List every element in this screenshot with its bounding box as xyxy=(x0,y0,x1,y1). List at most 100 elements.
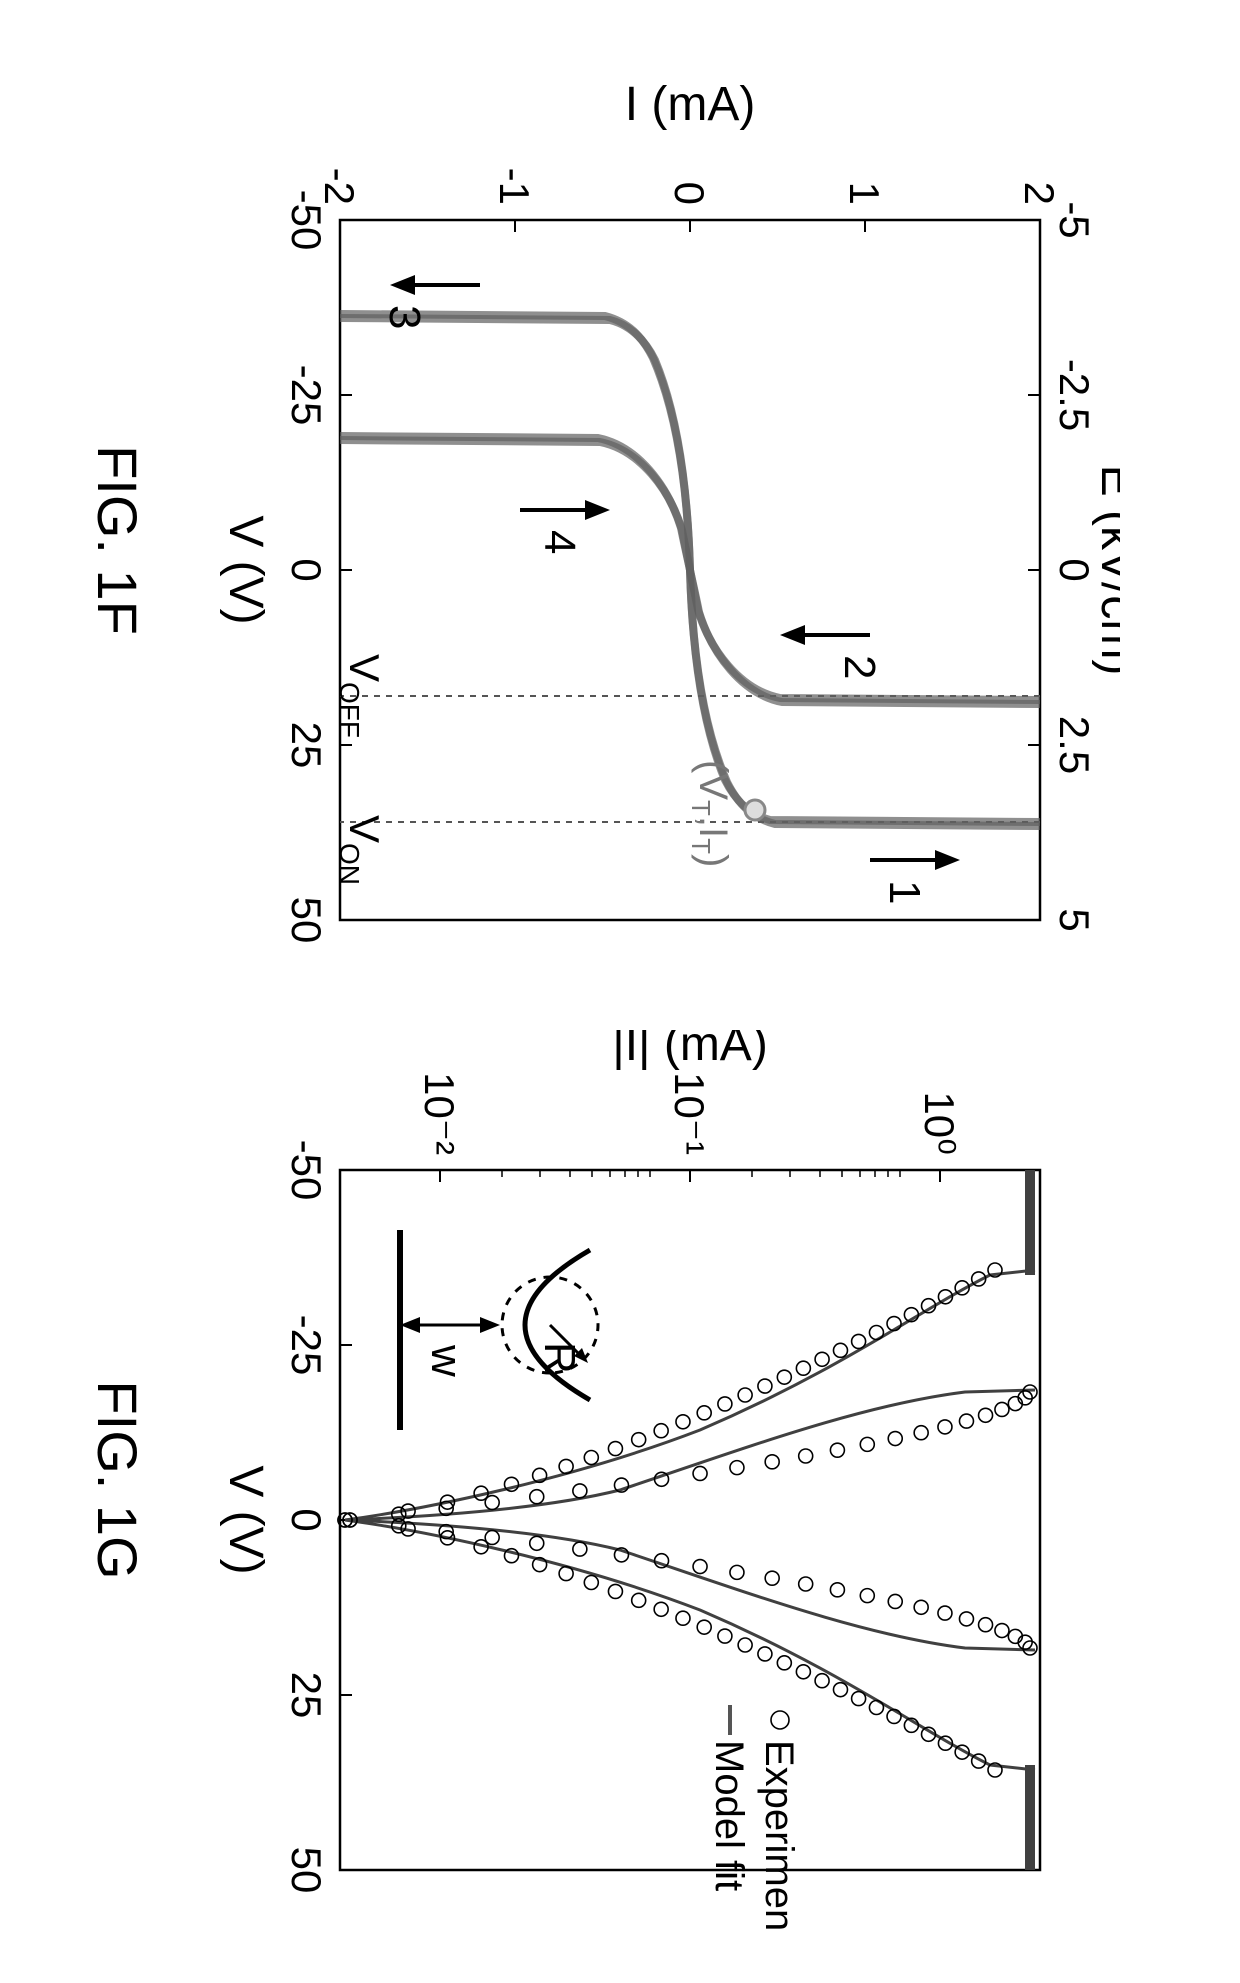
data-point xyxy=(693,1466,707,1480)
von-label: VON xyxy=(334,815,388,885)
panel-f-chart: -5 -2.5 0 2.5 5 E (kV/cm) -50 -25 0 25 5… xyxy=(160,80,1120,1000)
panel-g-caption: FIG. 1G xyxy=(85,1030,150,1930)
data-point xyxy=(738,1638,752,1652)
data-point xyxy=(559,1459,573,1473)
y-tick-2: 0 xyxy=(666,182,713,205)
threshold-label: (VT,IT) xyxy=(686,760,735,867)
data-point xyxy=(938,1606,952,1620)
gx-tick-4: 50 xyxy=(283,1847,330,1894)
data-point xyxy=(959,1414,973,1428)
arrow-4-label: 4 xyxy=(535,530,584,554)
data-point xyxy=(833,1343,847,1357)
g-left-label: |I| (mA) xyxy=(612,1030,768,1071)
arrow-3-label: 3 xyxy=(380,305,429,329)
data-point xyxy=(799,1449,813,1463)
gx-tick-0: -50 xyxy=(283,1140,330,1201)
model-fit-lines xyxy=(345,1170,1035,1870)
data-point xyxy=(530,1490,544,1504)
bot-tick-2: 0 xyxy=(283,558,330,581)
data-point xyxy=(995,1402,1009,1416)
top-tick-0: -5 xyxy=(1051,201,1098,238)
data-point xyxy=(765,1571,779,1585)
data-point xyxy=(869,1701,883,1715)
iv-curves xyxy=(340,314,1040,826)
gy-tick-1: 10⁻¹ xyxy=(666,1072,713,1155)
left-axis-label: I (mA) xyxy=(625,80,756,131)
bot-tick-3: 25 xyxy=(283,722,330,769)
direction-arrows: 1 2 3 4 xyxy=(380,275,960,904)
inset-schematic: R w xyxy=(400,1230,598,1430)
legend: Experiment Model fit xyxy=(707,1705,801,1930)
data-point xyxy=(796,1361,810,1375)
gx-tick-3: 25 xyxy=(283,1672,330,1719)
gy-tick-0: 10⁻² xyxy=(416,1072,463,1155)
data-point xyxy=(654,1424,668,1438)
data-point xyxy=(573,1542,587,1556)
y-tick-0: -2 xyxy=(316,168,363,205)
data-point xyxy=(815,1352,829,1366)
arrow-1-label: 1 xyxy=(880,880,929,904)
data-point xyxy=(860,1589,874,1603)
data-point xyxy=(655,1472,669,1486)
data-point xyxy=(830,1583,844,1597)
data-point xyxy=(485,1496,499,1510)
data-point xyxy=(852,1692,866,1706)
gx-tick-1: -25 xyxy=(283,1315,330,1376)
data-point xyxy=(777,1370,791,1384)
bot-tick-4: 50 xyxy=(283,897,330,944)
threshold-marker xyxy=(745,800,765,820)
data-point xyxy=(654,1602,668,1616)
data-point xyxy=(938,1420,952,1434)
data-point xyxy=(979,1408,993,1422)
panel-f-caption: FIG. 1F xyxy=(85,80,150,1000)
data-point xyxy=(530,1536,544,1550)
experiment-markers xyxy=(338,1263,1037,1777)
y-tick-1: -1 xyxy=(491,168,538,205)
data-point xyxy=(959,1612,973,1626)
bot-tick-1: -25 xyxy=(283,365,330,426)
data-point xyxy=(869,1326,883,1340)
page-rotated-container: -5 -2.5 0 2.5 5 E (kV/cm) -50 -25 0 25 5… xyxy=(0,0,1240,1983)
data-point xyxy=(796,1665,810,1679)
data-point xyxy=(730,1461,744,1475)
bottom-axis-label: V (V) xyxy=(219,515,272,624)
data-point xyxy=(738,1388,752,1402)
data-point xyxy=(888,1594,902,1608)
data-point xyxy=(914,1426,928,1440)
data-point xyxy=(815,1674,829,1688)
left-axis: -2 -1 0 1 2 I (mA) xyxy=(316,80,1063,232)
data-point xyxy=(676,1415,690,1429)
data-point xyxy=(584,1451,598,1465)
legend-marker-circle xyxy=(771,1711,789,1729)
data-point xyxy=(697,1406,711,1420)
top-tick-3: 2.5 xyxy=(1051,716,1098,774)
data-point xyxy=(833,1683,847,1697)
gx-tick-2: 0 xyxy=(283,1508,330,1531)
inset-r-label: R xyxy=(535,1342,584,1374)
arrow-2-label: 2 xyxy=(835,655,884,679)
data-point xyxy=(693,1560,707,1574)
data-point xyxy=(852,1334,866,1348)
data-point xyxy=(655,1554,669,1568)
data-point xyxy=(730,1565,744,1579)
gy-tick-2: 10⁰ xyxy=(916,1091,963,1155)
inset-w-label: w xyxy=(422,1344,471,1377)
plot-frame-g xyxy=(340,1170,1040,1870)
data-point xyxy=(765,1455,779,1469)
data-point xyxy=(608,1442,622,1456)
y-tick-3: 1 xyxy=(841,182,888,205)
top-axis: -5 -2.5 0 2.5 5 E (kV/cm) xyxy=(1028,201,1120,931)
panel-g-chart: -50 -25 0 25 50 V (V) 10⁻² 10⁻¹ 10⁰ |I| … xyxy=(160,1030,1120,1930)
legend-exp-label: Experiment xyxy=(757,1740,801,1930)
top-tick-1: -2.5 xyxy=(1051,359,1098,431)
top-axis-label: E (kV/cm) xyxy=(1091,465,1120,676)
data-point xyxy=(888,1432,902,1446)
data-point xyxy=(758,1379,772,1393)
data-point xyxy=(995,1624,1009,1638)
data-point xyxy=(830,1443,844,1457)
y-tick-4: 2 xyxy=(1016,182,1063,205)
data-point xyxy=(697,1620,711,1634)
bottom-axis: -50 -25 0 25 50 V (V) xyxy=(219,190,352,944)
data-point xyxy=(632,1433,646,1447)
g-bottom-axis: -50 -25 0 25 50 V (V) xyxy=(219,1140,352,1894)
